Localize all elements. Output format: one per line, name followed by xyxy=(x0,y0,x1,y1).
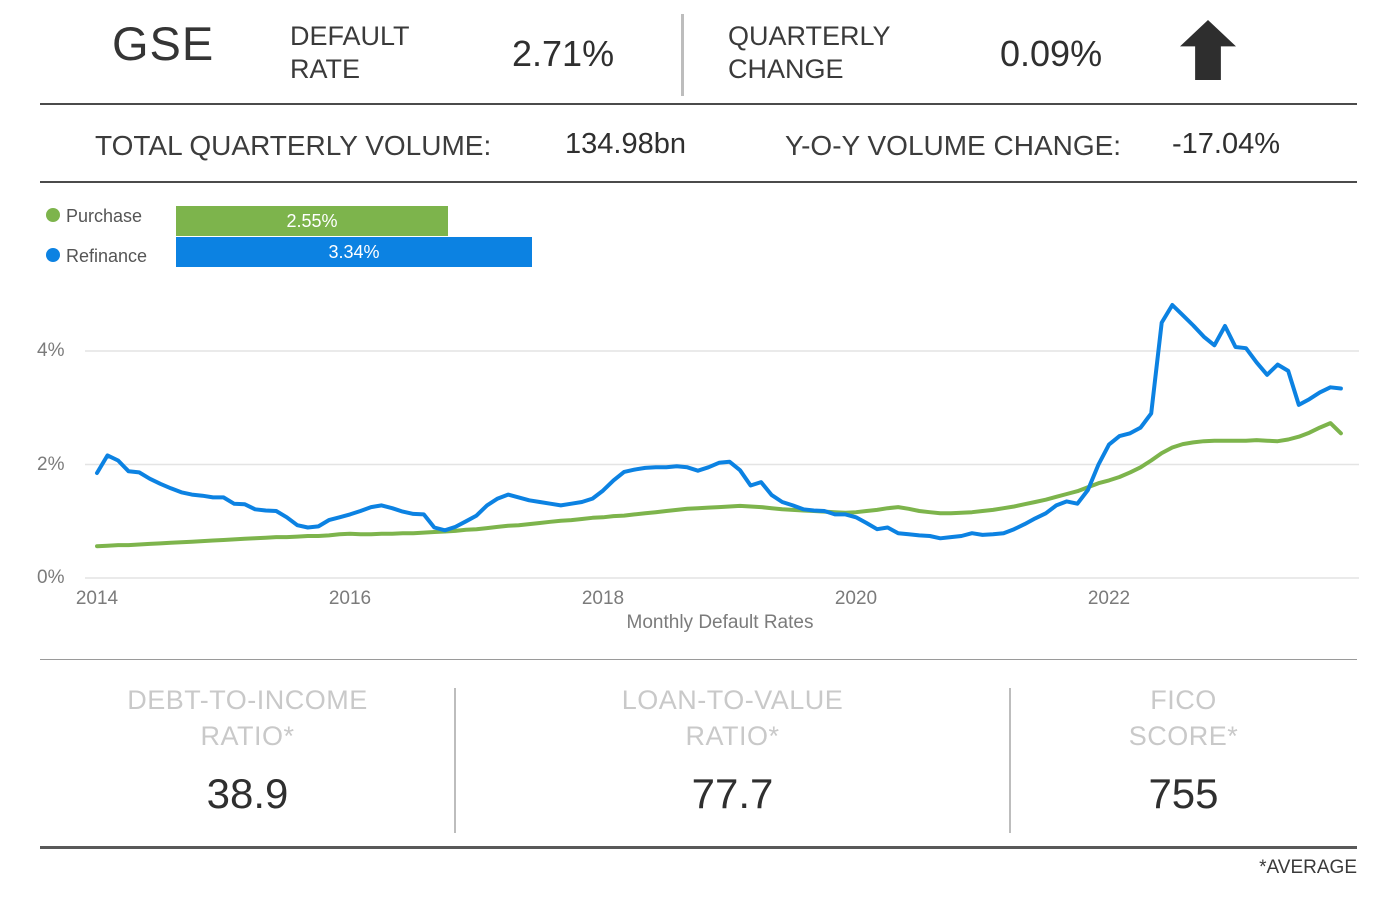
monthly-default-rates-chart: 0% 2% 4% 2014 2016 2018 2020 2022 Monthl… xyxy=(0,280,1399,660)
fico-label-line2: SCORE* xyxy=(1128,721,1239,751)
default-rate-label: DEFAULT RATE xyxy=(290,21,410,84)
x-tick-2020: 2020 xyxy=(834,588,878,609)
y-tick-4: 4% xyxy=(37,340,65,361)
stat-divider-2 xyxy=(1009,688,1011,833)
arrow-up-icon xyxy=(1180,20,1236,80)
header-divider xyxy=(681,14,684,96)
ltv-label-line1: LOAN-TO-VALUE xyxy=(621,685,844,715)
average-footnote: *AVERAGE xyxy=(1259,857,1357,878)
fico-score-stat: FICO SCORE* 755 xyxy=(1010,682,1357,818)
total-quarterly-volume-value: 134.98bn xyxy=(565,128,686,160)
dti-label-line1: DEBT-TO-INCOME xyxy=(127,685,368,715)
chart-bottom-rule xyxy=(40,659,1357,660)
purchase-value-bar: 2.55% xyxy=(176,206,448,236)
footer-rule xyxy=(40,846,1357,849)
total-quarterly-volume-label: TOTAL QUARTERLY VOLUME: xyxy=(95,130,492,161)
refinance-legend-dot-icon xyxy=(46,248,60,262)
chart-plot-area xyxy=(85,303,1359,579)
x-tick-2016: 2016 xyxy=(328,588,372,609)
y-tick-0: 0% xyxy=(37,567,65,588)
dti-value: 38.9 xyxy=(206,770,289,817)
purchase-legend-dot-icon xyxy=(46,208,60,222)
yoy-volume-change-label: Y-O-Y VOLUME CHANGE: xyxy=(785,130,1122,161)
fico-label-line1: FICO xyxy=(1150,685,1217,715)
purchase-value-label: 2.55% xyxy=(286,210,338,231)
series-line-refinance xyxy=(95,303,1343,541)
purchase-legend-label: Purchase xyxy=(66,206,143,226)
refinance-legend-label: Refinance xyxy=(66,246,148,266)
yoy-volume-change-value: -17.04% xyxy=(1172,128,1281,160)
x-axis-title: Monthly Default Rates xyxy=(626,612,814,633)
debt-to-income-stat: DEBT-TO-INCOME RATIO* 38.9 xyxy=(40,682,455,818)
x-tick-2022: 2022 xyxy=(1087,588,1131,609)
ltv-label-line2: RATIO* xyxy=(685,721,780,751)
loan-to-value-stat: LOAN-TO-VALUE RATIO* 77.7 xyxy=(455,682,1010,818)
refinance-value-label: 3.34% xyxy=(328,241,380,262)
volume-rule xyxy=(40,181,1357,183)
refinance-value-bar: 3.34% xyxy=(176,237,532,267)
ltv-value: 77.7 xyxy=(691,770,774,817)
y-tick-2: 2% xyxy=(37,454,65,475)
header-rule xyxy=(40,103,1357,105)
default-rate-value: 2.71% xyxy=(512,33,615,74)
stat-divider-1 xyxy=(454,688,456,833)
x-tick-2018: 2018 xyxy=(581,588,625,609)
quarterly-change-value: 0.09% xyxy=(1000,33,1103,74)
page-title: GSE xyxy=(112,17,215,70)
fico-value: 755 xyxy=(1148,770,1219,817)
x-tick-2014: 2014 xyxy=(75,588,119,609)
series-line-purchase xyxy=(95,421,1343,549)
quarterly-change-label: QUARTERLY CHANGE xyxy=(728,21,891,84)
dti-label-line2: RATIO* xyxy=(200,721,295,751)
